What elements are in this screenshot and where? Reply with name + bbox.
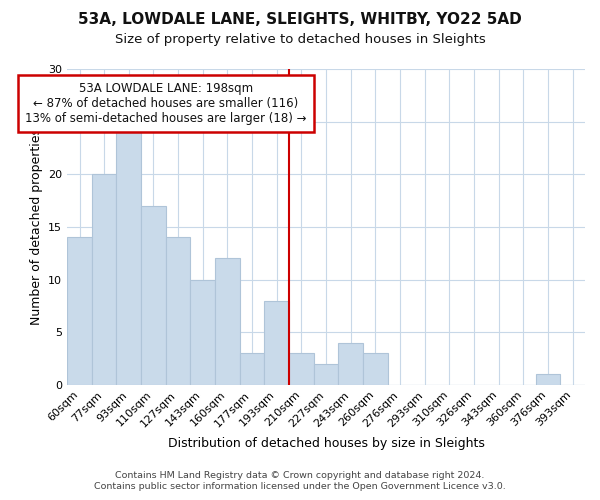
Text: Contains HM Land Registry data © Crown copyright and database right 2024.: Contains HM Land Registry data © Crown c… <box>115 471 485 480</box>
Bar <box>314 364 338 385</box>
Text: Contains public sector information licensed under the Open Government Licence v3: Contains public sector information licen… <box>94 482 506 491</box>
Bar <box>338 342 363 385</box>
Bar <box>67 238 92 385</box>
Bar <box>240 353 265 385</box>
Text: 53A, LOWDALE LANE, SLEIGHTS, WHITBY, YO22 5AD: 53A, LOWDALE LANE, SLEIGHTS, WHITBY, YO2… <box>78 12 522 28</box>
Text: Size of property relative to detached houses in Sleights: Size of property relative to detached ho… <box>115 32 485 46</box>
Bar <box>289 353 314 385</box>
Bar <box>265 300 289 385</box>
Text: 53A LOWDALE LANE: 198sqm
← 87% of detached houses are smaller (116)
13% of semi-: 53A LOWDALE LANE: 198sqm ← 87% of detach… <box>25 82 307 124</box>
Bar <box>116 132 141 385</box>
X-axis label: Distribution of detached houses by size in Sleights: Distribution of detached houses by size … <box>167 437 485 450</box>
Y-axis label: Number of detached properties: Number of detached properties <box>29 128 43 326</box>
Bar <box>92 174 116 385</box>
Bar <box>141 206 166 385</box>
Bar <box>363 353 388 385</box>
Bar <box>190 280 215 385</box>
Bar <box>536 374 560 385</box>
Bar <box>215 258 240 385</box>
Bar <box>166 238 190 385</box>
